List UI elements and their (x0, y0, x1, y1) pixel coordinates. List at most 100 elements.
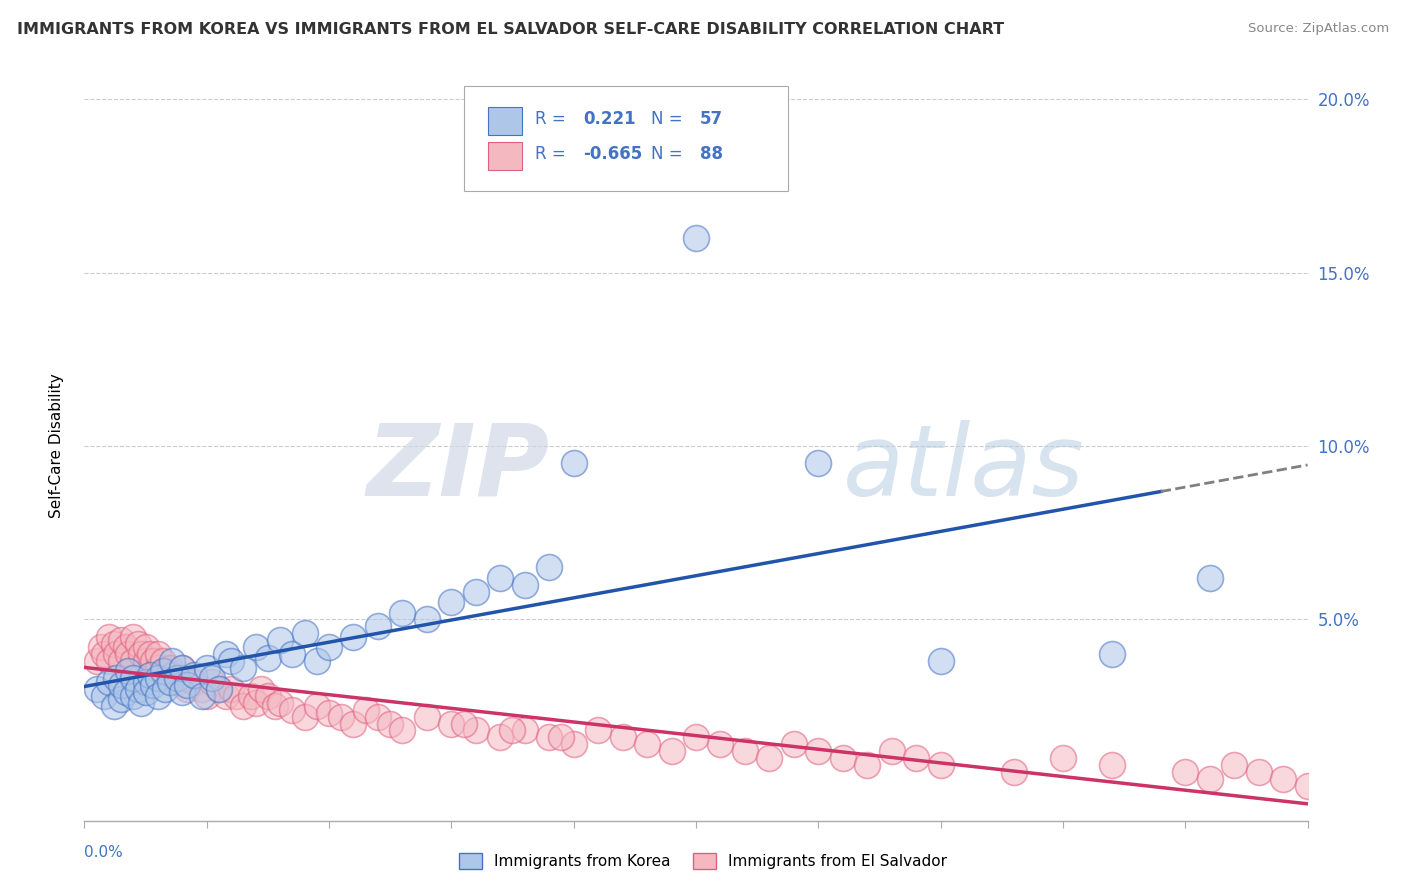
Point (1223, 758, 1246, 772)
Point (195, 689, 218, 703)
Point (232, 699, 254, 714)
Point (550, 731, 572, 745)
Point (380, 716, 402, 731)
Point (146, 689, 169, 703)
Point (219, 654, 242, 668)
Point (294, 709, 316, 723)
Point (807, 744, 830, 758)
Point (215, 647, 238, 661)
Point (245, 696, 267, 710)
Point (176, 678, 198, 692)
Point (562, 737, 585, 751)
Point (661, 744, 683, 758)
Point (709, 737, 731, 751)
Point (139, 647, 162, 661)
Point (905, 751, 928, 765)
Point (172, 661, 194, 675)
Point (734, 744, 756, 758)
Point (110, 678, 132, 692)
Point (269, 633, 291, 648)
Point (115, 685, 138, 699)
Point (135, 674, 157, 689)
Point (330, 709, 353, 723)
Point (117, 647, 139, 661)
Point (831, 751, 853, 765)
Point (249, 681, 271, 696)
Point (391, 606, 413, 620)
Point (135, 640, 157, 655)
Point (146, 672, 169, 686)
Point (232, 661, 254, 675)
Point (342, 630, 364, 644)
Point (172, 672, 194, 686)
Point (1101, 647, 1123, 661)
Point (294, 626, 316, 640)
Text: IMMIGRANTS FROM KOREA VS IMMIGRANTS FROM EL SALVADOR SELF-CARE DISABILITY CORREL: IMMIGRANTS FROM KOREA VS IMMIGRANTS FROM… (17, 22, 1004, 37)
Point (191, 681, 214, 696)
Point (636, 737, 658, 751)
Point (172, 685, 194, 699)
Y-axis label: Self-Care Disability: Self-Care Disability (49, 374, 63, 518)
Point (354, 703, 377, 717)
FancyBboxPatch shape (488, 142, 522, 170)
Point (281, 647, 304, 661)
Point (453, 716, 475, 731)
Text: R =: R = (534, 145, 571, 162)
Point (758, 751, 780, 765)
Legend: Immigrants from Korea, Immigrants from El Salvador: Immigrants from Korea, Immigrants from E… (453, 847, 953, 875)
Point (146, 661, 169, 675)
Text: Source: ZipAtlas.com: Source: ZipAtlas.com (1249, 22, 1389, 36)
Point (200, 674, 222, 689)
Point (245, 640, 267, 655)
Point (129, 696, 152, 710)
Point (159, 674, 181, 689)
Point (318, 640, 340, 655)
Point (264, 699, 287, 714)
Point (586, 723, 609, 738)
Point (162, 668, 184, 682)
Point (122, 672, 145, 686)
Point (103, 699, 125, 714)
Point (929, 758, 952, 772)
Point (86, 654, 108, 668)
Point (1198, 571, 1220, 585)
Point (538, 560, 561, 574)
Point (269, 696, 291, 710)
Point (502, 723, 524, 738)
Point (685, 731, 707, 745)
Point (367, 619, 389, 633)
Point (464, 723, 486, 738)
Point (172, 661, 194, 675)
Point (103, 637, 125, 651)
Point (135, 685, 157, 699)
Text: 57: 57 (700, 110, 723, 128)
Point (200, 672, 222, 686)
Point (117, 665, 139, 679)
Point (105, 647, 128, 661)
Point (105, 672, 128, 686)
Point (1198, 772, 1220, 786)
Point (195, 661, 218, 675)
Text: 0.221: 0.221 (583, 110, 636, 128)
Point (464, 584, 486, 599)
Point (685, 231, 707, 245)
Point (856, 758, 879, 772)
Point (191, 689, 214, 703)
Point (1052, 751, 1074, 765)
Point (127, 681, 149, 696)
Point (1296, 779, 1319, 793)
Point (183, 674, 205, 689)
Point (86, 681, 108, 696)
Point (115, 640, 138, 655)
Point (153, 665, 176, 679)
Point (416, 709, 439, 723)
Point (93, 647, 115, 661)
Point (127, 637, 149, 651)
Point (391, 723, 413, 738)
Point (166, 674, 188, 689)
Point (166, 672, 188, 686)
Point (142, 654, 165, 668)
Point (208, 681, 231, 696)
Point (176, 681, 198, 696)
Point (612, 731, 634, 745)
